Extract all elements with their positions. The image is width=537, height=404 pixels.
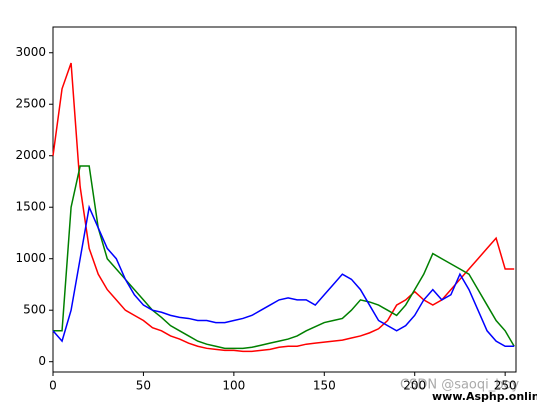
series-line xyxy=(53,165,515,350)
y-tick-label: 500 xyxy=(23,303,46,317)
watermark: CSDN @saoqi_boy xyxy=(400,378,519,393)
x-tick-label: 50 xyxy=(136,379,151,393)
x-tick-label: 200 xyxy=(403,379,426,393)
y-tick-label: 1500 xyxy=(15,200,46,214)
y-tick-label: 0 xyxy=(38,354,46,368)
axes-frame xyxy=(52,26,517,373)
x-tick-label: 100 xyxy=(222,379,245,393)
x-tick-label: 0 xyxy=(49,379,57,393)
watermark: www.Asphp.online xyxy=(432,390,537,403)
series-line xyxy=(52,204,515,348)
x-tick-label: 150 xyxy=(313,379,336,393)
y-tick-label: 3000 xyxy=(15,45,46,59)
x-tick-label: 250 xyxy=(494,379,517,393)
y-tick-label: 1000 xyxy=(15,251,46,265)
y-tick-label: 2500 xyxy=(15,97,46,111)
series-line xyxy=(52,62,515,353)
y-tick-label: 2000 xyxy=(15,148,46,162)
